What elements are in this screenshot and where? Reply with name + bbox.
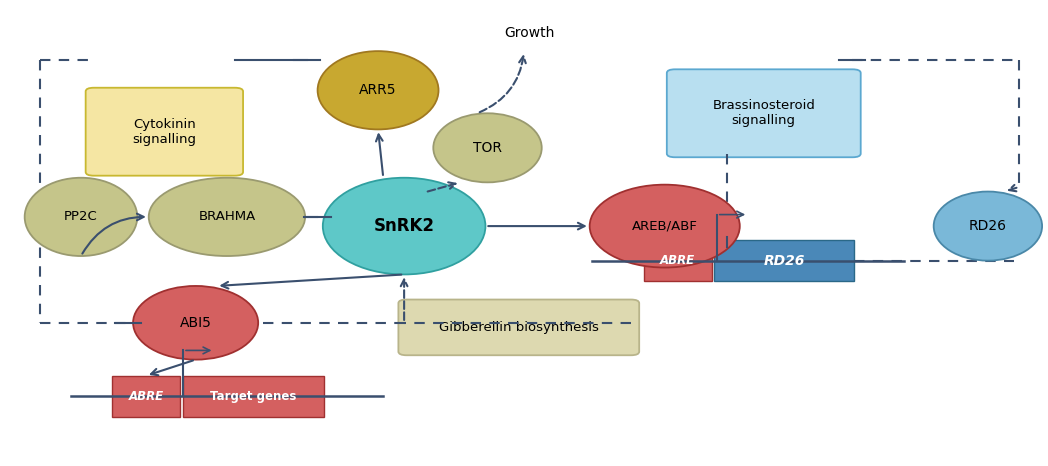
Ellipse shape xyxy=(433,113,542,182)
Bar xyxy=(714,240,854,281)
Ellipse shape xyxy=(149,178,305,256)
Text: Gibberellin biosynthesis: Gibberellin biosynthesis xyxy=(439,321,598,334)
Text: PP2C: PP2C xyxy=(64,210,97,223)
FancyBboxPatch shape xyxy=(667,69,860,157)
Text: SnRK2: SnRK2 xyxy=(374,217,435,235)
Ellipse shape xyxy=(323,178,485,274)
Text: ARR5: ARR5 xyxy=(359,83,397,97)
Text: AREB/ABF: AREB/ABF xyxy=(632,219,698,233)
FancyBboxPatch shape xyxy=(398,300,639,355)
Text: Brassinosteroid
signalling: Brassinosteroid signalling xyxy=(713,99,815,127)
Ellipse shape xyxy=(590,185,740,267)
Ellipse shape xyxy=(25,178,137,256)
Ellipse shape xyxy=(133,286,258,360)
Text: RD26: RD26 xyxy=(763,254,805,267)
Text: ABI5: ABI5 xyxy=(179,316,212,330)
Bar xyxy=(112,376,180,417)
Text: TOR: TOR xyxy=(473,141,502,155)
Text: BRAHMA: BRAHMA xyxy=(198,210,256,223)
Bar xyxy=(183,376,324,417)
Text: ABRE: ABRE xyxy=(660,254,695,267)
Bar xyxy=(643,240,712,281)
FancyBboxPatch shape xyxy=(86,88,243,176)
Text: Target genes: Target genes xyxy=(211,390,297,403)
Text: Growth: Growth xyxy=(504,26,554,40)
Text: ABRE: ABRE xyxy=(129,390,163,403)
Text: RD26: RD26 xyxy=(969,219,1007,233)
Ellipse shape xyxy=(318,51,438,130)
Ellipse shape xyxy=(934,192,1042,260)
Text: Cytokinin
signalling: Cytokinin signalling xyxy=(132,118,196,146)
